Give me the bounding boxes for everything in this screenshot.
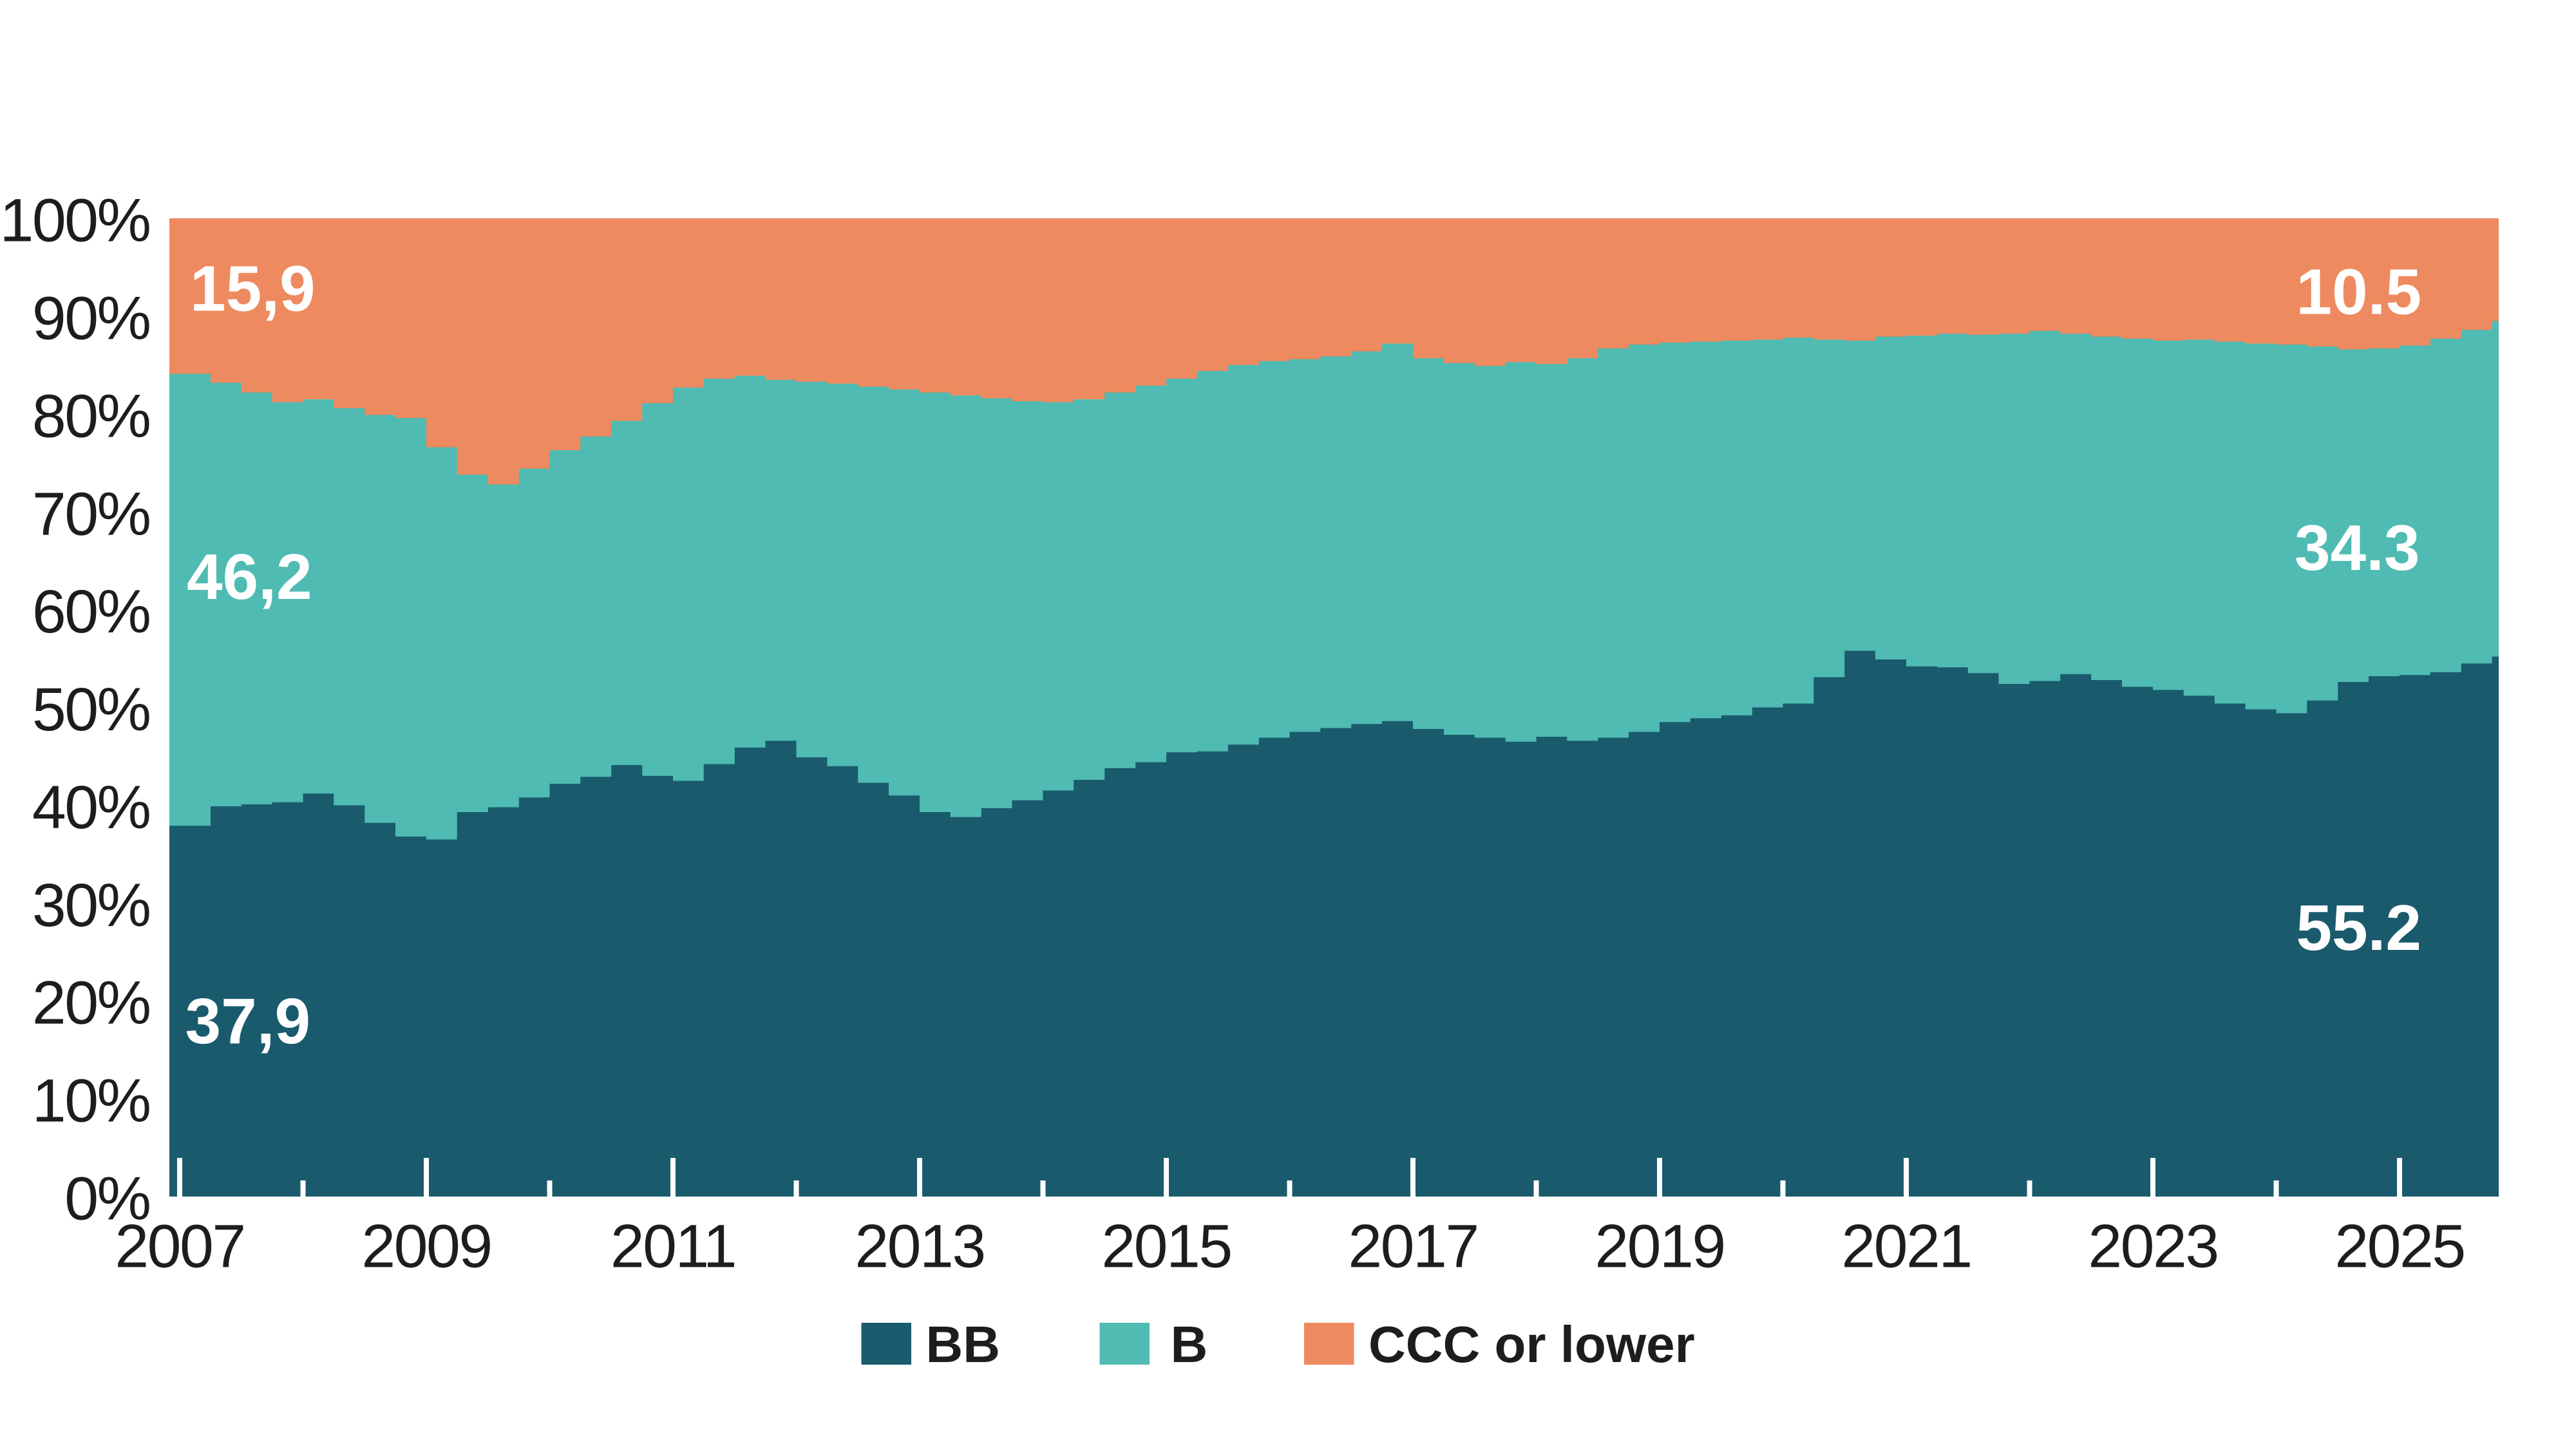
legend-label-ccc: CCC or lower <box>1368 1316 1695 1373</box>
value-label-bb-start: 37,9 <box>185 985 311 1057</box>
x-axis-tick-2024 <box>2273 1180 2279 1197</box>
x-axis-label: 2021 <box>1841 1213 1971 1281</box>
x-axis-tick-2014 <box>1040 1180 1046 1197</box>
x-axis-tick-2019 <box>1657 1158 1662 1197</box>
legend-swatch-b <box>1099 1323 1150 1365</box>
x-axis-labels: 2007 2009 2011 2013 2015 2017 2019 2021 … <box>115 1213 2466 1281</box>
x-axis-label: 2011 <box>611 1213 735 1281</box>
x-axis-tick-2007 <box>177 1158 182 1197</box>
value-label-b-end: 34.3 <box>2295 512 2420 584</box>
x-axis-tick-2017 <box>1410 1158 1416 1197</box>
x-axis-label: 2007 <box>115 1213 244 1281</box>
value-label-ccc-end: 10.5 <box>2296 256 2421 328</box>
y-axis-label: 30% <box>32 871 150 940</box>
x-axis-tick-2010 <box>547 1180 553 1197</box>
area-bb <box>169 650 2499 1197</box>
legend: BB B CCC or lower <box>861 1316 1695 1373</box>
y-axis-label: 100% <box>0 187 150 255</box>
legend-label-b: B <box>1171 1316 1208 1373</box>
x-axis-label: 2013 <box>855 1213 984 1281</box>
x-axis-label: 2025 <box>2334 1213 2464 1281</box>
x-axis-label: 2019 <box>1595 1213 1724 1281</box>
x-axis-tick-2023 <box>2150 1158 2155 1197</box>
value-label-b-start: 46,2 <box>187 541 312 613</box>
x-axis-tick-2015 <box>1164 1158 1169 1197</box>
y-axis-label: 90% <box>32 285 150 353</box>
legend-swatch-bb <box>861 1323 911 1365</box>
chart-areas <box>169 218 2499 1197</box>
legend-label-bb: BB <box>926 1316 1001 1373</box>
y-axis-labels: 100% 90% 80% 70% 60% 50% 40% 30% 20% 10%… <box>0 187 151 1233</box>
x-axis-tick-2008 <box>300 1180 306 1197</box>
y-axis-label: 0% <box>64 1165 149 1233</box>
x-axis-label: 2023 <box>2088 1213 2217 1281</box>
x-axis-tick-2025 <box>2397 1158 2402 1197</box>
y-axis-label: 40% <box>32 773 150 842</box>
y-axis-label: 10% <box>32 1067 150 1135</box>
x-axis-tick-2012 <box>793 1180 799 1197</box>
series-value-labels: 15,9 46,2 37,9 10.5 34.3 55.2 <box>185 253 2422 1058</box>
x-axis-tick-2009 <box>424 1158 430 1197</box>
x-axis-tick-2020 <box>1780 1180 1786 1197</box>
y-axis-label: 70% <box>32 480 150 548</box>
x-axis-tick-2016 <box>1287 1180 1293 1197</box>
y-axis-label: 20% <box>32 969 150 1037</box>
x-axis-tick-2018 <box>1533 1180 1539 1197</box>
value-label-bb-end: 55.2 <box>2296 892 2421 964</box>
y-axis-label: 60% <box>32 578 150 646</box>
x-axis-label: 2017 <box>1348 1213 1477 1281</box>
x-axis-label: 2009 <box>361 1213 491 1281</box>
x-axis-ticks <box>177 1158 2402 1197</box>
y-axis-label: 80% <box>32 382 150 450</box>
legend-swatch-ccc <box>1304 1323 1354 1365</box>
value-label-ccc-start: 15,9 <box>190 253 316 325</box>
x-axis-label: 2015 <box>1101 1213 1231 1281</box>
x-axis-tick-2011 <box>670 1158 676 1197</box>
y-axis-label: 50% <box>32 676 150 744</box>
x-axis-tick-2021 <box>1904 1158 1909 1197</box>
x-axis-tick-2013 <box>917 1158 922 1197</box>
x-axis-tick-2022 <box>2027 1180 2032 1197</box>
